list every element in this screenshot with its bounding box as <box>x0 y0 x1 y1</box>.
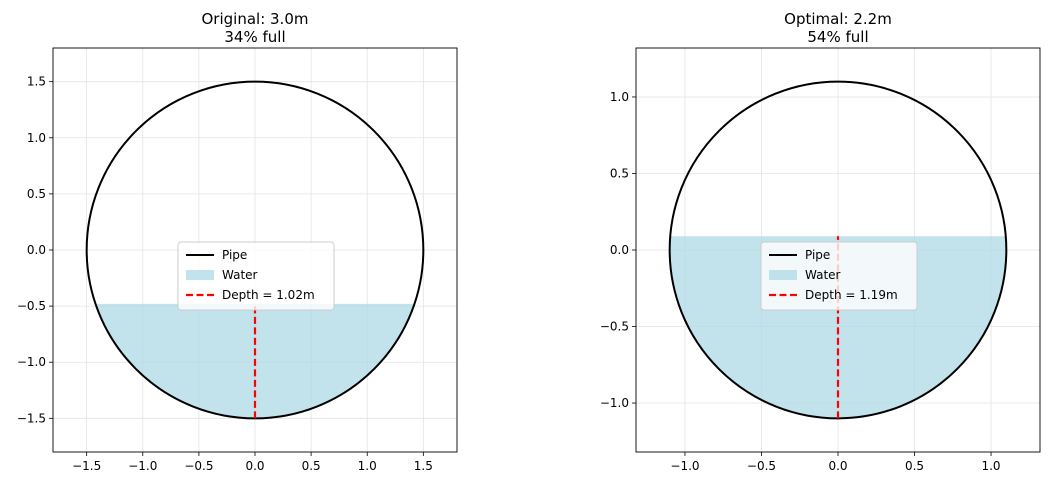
chart-title-line-2: 54% full <box>807 28 868 46</box>
legend-label: Depth = 1.19m <box>805 288 898 302</box>
y-tick-label: 0.5 <box>27 187 46 201</box>
y-tick-label: −1.0 <box>600 396 629 410</box>
x-tick-label: −0.5 <box>747 459 776 473</box>
x-tick-label: −1.5 <box>72 459 101 473</box>
legend-swatch-water <box>186 270 214 280</box>
chart-title-line-1: Original: 3.0m <box>202 10 309 28</box>
chart-panel-1: −1.5 −1.0 −0.5 0.0 0.5 1.0 1.5 −1.5 −1.0 −0.5 0.0 0… <box>17 10 458 473</box>
y-tick-label: 1.0 <box>610 90 629 104</box>
x-tick-label: −1.0 <box>670 459 699 473</box>
y-tick-label: 1.5 <box>27 75 46 89</box>
legend-label: Water <box>805 268 841 282</box>
y-tick-label: 0.0 <box>27 243 46 257</box>
legend-box <box>760 241 918 311</box>
legend: Pipe Water Depth = 1.19m <box>760 241 918 311</box>
y-tick-label: 0.5 <box>610 166 629 180</box>
y-tick-label: −0.5 <box>600 320 629 334</box>
chart-panel-2: −1.0 −0.5 0.0 0.5 1.0 −1.0 −0.5 0.0 0.5 1.0 Optima… <box>600 10 1041 473</box>
legend-label: Depth = 1.02m <box>222 288 315 302</box>
chart-title-line-2: 34% full <box>224 28 285 46</box>
legend-swatch-water <box>769 270 797 280</box>
legend-label: Pipe <box>805 248 830 262</box>
legend: Pipe Water Depth = 1.02m <box>177 241 335 311</box>
x-tick-label: 0.5 <box>302 459 321 473</box>
x-tick-label: −0.5 <box>184 459 213 473</box>
y-tick-label: 0.0 <box>610 243 629 257</box>
x-tick-label: −1.0 <box>128 459 157 473</box>
x-tick-label: 1.5 <box>414 459 433 473</box>
y-tick-label: 1.0 <box>27 131 46 145</box>
legend-label: Pipe <box>222 248 247 262</box>
y-tick-label: −0.5 <box>17 299 46 313</box>
y-tick-label: −1.0 <box>17 355 46 369</box>
legend-label: Water <box>222 268 258 282</box>
chart-title-line-1: Optimal: 2.2m <box>784 10 892 28</box>
x-tick-label: 0.0 <box>245 459 264 473</box>
y-tick-label: −1.5 <box>17 411 46 425</box>
x-tick-label: 0.0 <box>828 459 847 473</box>
x-tick-label: 0.5 <box>905 459 924 473</box>
water-fill <box>669 236 1007 419</box>
legend-box <box>177 241 335 311</box>
x-tick-label: 1.0 <box>358 459 377 473</box>
x-tick-label: 1.0 <box>981 459 1000 473</box>
